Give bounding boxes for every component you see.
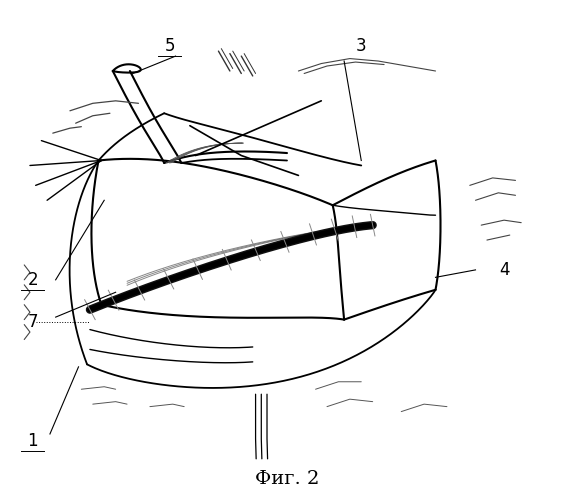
Text: 3: 3	[356, 37, 367, 55]
Text: 1: 1	[28, 432, 38, 450]
Text: 5: 5	[165, 37, 175, 55]
Text: 7: 7	[28, 313, 38, 331]
Text: Фиг. 2: Фиг. 2	[255, 470, 319, 488]
Text: 2: 2	[28, 271, 38, 289]
Text: 4: 4	[499, 261, 509, 279]
